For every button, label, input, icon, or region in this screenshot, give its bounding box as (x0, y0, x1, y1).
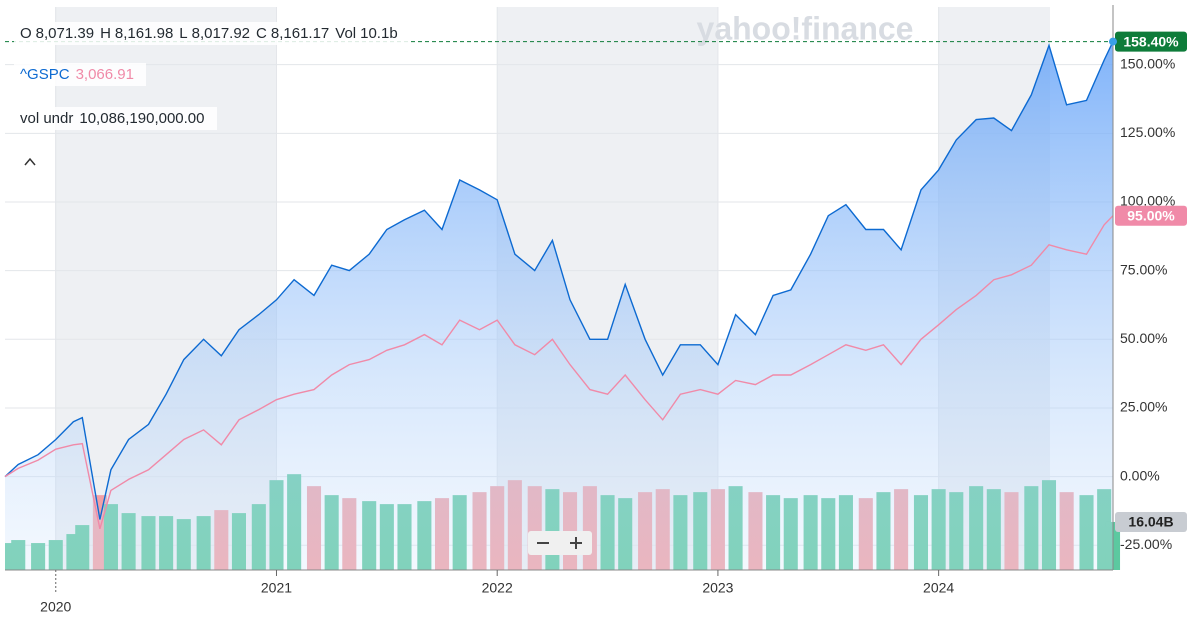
collapse-icon[interactable] (24, 157, 36, 166)
y-tick-label: 0.00% (1120, 467, 1160, 483)
y-tick-label: 75.00% (1120, 261, 1167, 277)
ohlc-key: O (20, 25, 32, 42)
last-label: 16.04B (1128, 514, 1173, 530)
zoom-controls[interactable] (528, 531, 592, 555)
area (5, 41, 1113, 571)
ohlc-key: H (100, 25, 111, 42)
x-tick-label: 2021 (261, 580, 292, 596)
ohlc-value: 10.1b (360, 25, 398, 42)
ohlc-key: Vol (335, 25, 357, 42)
ohlc-item: L 8,017.92 (179, 25, 250, 42)
compare-legend: ^GSPC 3,066.91 (14, 63, 146, 86)
last-label: 95.00% (1127, 207, 1175, 223)
price: 3,066.91 (75, 66, 134, 83)
ohlc-value: 8,161.98 (114, 25, 174, 42)
last-label: 158.40% (1123, 33, 1179, 49)
x-tick-label: 2023 (702, 580, 733, 596)
ohlc-item: O 8,071.39 (20, 25, 94, 42)
x-tick-label: 2020 (40, 599, 71, 615)
symbol: ^GSPC (20, 66, 70, 83)
watermark: yahoo!finance (697, 10, 914, 46)
x-tick-label: 2024 (923, 580, 954, 596)
ohlc-header: O 8,071.39 H 8,161.98 L 8,017.92 C 8,161.17 Vol 1… (14, 22, 410, 45)
last-badge (1115, 511, 1187, 532)
ohlc-key: C (256, 25, 267, 42)
last-badge (1115, 31, 1187, 52)
x-tick-label: 2022 (482, 580, 513, 596)
y-tick-label: 25.00% (1120, 399, 1167, 415)
ohlc-key: L (179, 25, 188, 42)
ohlc-value: 8,071.39 (35, 25, 95, 42)
y-tick-label: 150.00% (1120, 55, 1175, 71)
volume-value: 10,086,190,000.00 (79, 110, 205, 127)
line (4, 41, 1114, 520)
ohlc-item: C 8,161.17 (256, 25, 329, 42)
ohlc-value: 8,017.92 (191, 25, 251, 42)
ohlc-value: 8,161.17 (270, 25, 330, 42)
ohlc-item: H 8,161.98 (100, 25, 173, 42)
y-tick-label: -25.00% (1120, 536, 1172, 552)
line (4, 215, 1114, 529)
y-tick-label: 125.00% (1120, 124, 1175, 140)
last-dot (1109, 37, 1117, 46)
last-badge (1115, 205, 1187, 226)
ohlc-item: Vol 10.1b (335, 25, 397, 42)
y-tick-label: 50.00% (1120, 330, 1167, 346)
y-tick-label: 100.00% (1120, 193, 1175, 209)
volume-legend: vol undr 10,086,190,000.00 (14, 107, 217, 130)
volume-label: vol undr (20, 110, 74, 127)
